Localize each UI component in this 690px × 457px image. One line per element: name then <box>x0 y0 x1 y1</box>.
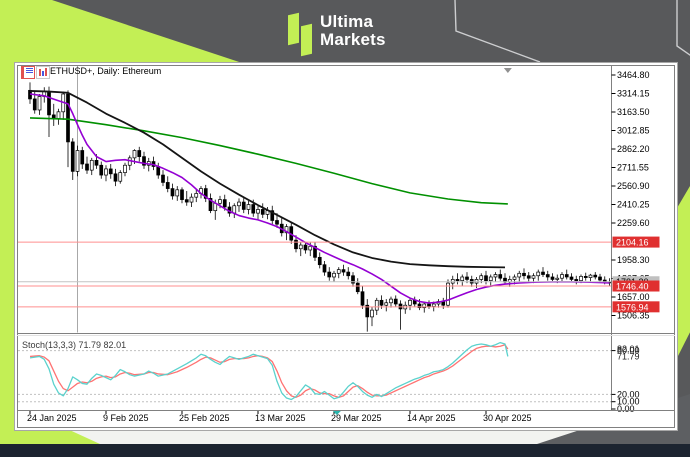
price-axis[interactable]: 3464.80 3314.15 3163.50 3012.85 2862.20 2711.… <box>611 65 660 411</box>
bottom-navy-bar <box>0 444 690 457</box>
ultima-markets-logo: Ultima Markets <box>284 8 434 57</box>
date-axis-label: 29 Mar 2025 <box>331 413 382 423</box>
date-axis-label: 30 Apr 2025 <box>483 413 532 423</box>
right-lime-shape <box>678 186 690 356</box>
date-axis-label: 24 Jan 2025 <box>27 413 77 423</box>
time-axis-marker-icon <box>332 411 341 415</box>
stoch-axis-label: 80.00 <box>617 346 640 356</box>
date-axis-label: 25 Feb 2025 <box>179 413 230 423</box>
price-axis-label: 2259.60 <box>617 218 650 228</box>
price-axis-label: 1506.35 <box>617 310 650 320</box>
brand-name-line1: Ultima <box>320 12 374 31</box>
brand-name-line2: Markets <box>320 30 386 49</box>
left-lime-strip <box>0 62 14 444</box>
price-tag-label: 1576.94 <box>616 302 649 312</box>
price-axis-label: 3464.80 <box>617 70 650 80</box>
date-axis-label: 13 Mar 2025 <box>255 413 306 423</box>
price-axis-label: 3163.50 <box>617 107 650 117</box>
stoch-value-tag: 71.79 <box>617 352 640 362</box>
time-axis[interactable]: 24 Jan 2025 9 Feb 2025 25 Feb 2025 13 Mar 2… <box>17 410 675 424</box>
price-tag <box>612 280 660 292</box>
stoch-axis-label: 10.00 <box>617 397 640 407</box>
price-tag <box>612 301 660 313</box>
price-axis-label: 1958.30 <box>617 255 650 265</box>
logo-bar-icon <box>301 23 312 57</box>
price-axis-label: 3314.15 <box>617 88 650 98</box>
price-axis-label: 3012.85 <box>617 125 650 135</box>
price-axis-label: 2711.55 <box>617 162 649 172</box>
price-axis-label: 2560.90 <box>617 181 650 191</box>
price-axis-label: 2862.20 <box>617 144 650 154</box>
stoch-axis-label: 20.00 <box>617 389 640 399</box>
mt4-chart-window <box>14 62 678 431</box>
chart-title: ETHUSD+, Daily: Ethereum <box>50 66 161 76</box>
price-axis-label: 1657.00 <box>617 292 650 302</box>
ohlc-window-icon[interactable] <box>21 66 35 79</box>
price-tag-label: 2104.16 <box>616 238 649 248</box>
header-hexagon-outline <box>454 0 690 62</box>
bottom-light-strip <box>14 431 678 444</box>
chart-shift-marker-icon <box>503 68 512 73</box>
chart-canvas[interactable]: 3464.80 3314.15 3163.50 3012.85 2862.20 2711.… <box>17 65 675 428</box>
date-axis-label: 14 Apr 2025 <box>407 413 456 423</box>
price-tag <box>612 236 660 248</box>
price-tag-label: 1746.40 <box>616 282 649 292</box>
main-price-pane[interactable] <box>18 66 612 333</box>
chart-window-inner-border <box>17 65 675 428</box>
stochastic-label: Stoch(13,3,3) 71.79 82.01 <box>22 340 126 350</box>
chart-type-icon[interactable] <box>36 66 50 79</box>
price-axis-label: 2410.25 <box>617 199 650 209</box>
date-axis-label: 9 Feb 2025 <box>103 413 149 423</box>
stoch-axis-label: 0.00 <box>617 404 635 414</box>
logo-bar-icon <box>288 12 299 46</box>
stoch-value-tag: 82.01 <box>617 344 640 354</box>
